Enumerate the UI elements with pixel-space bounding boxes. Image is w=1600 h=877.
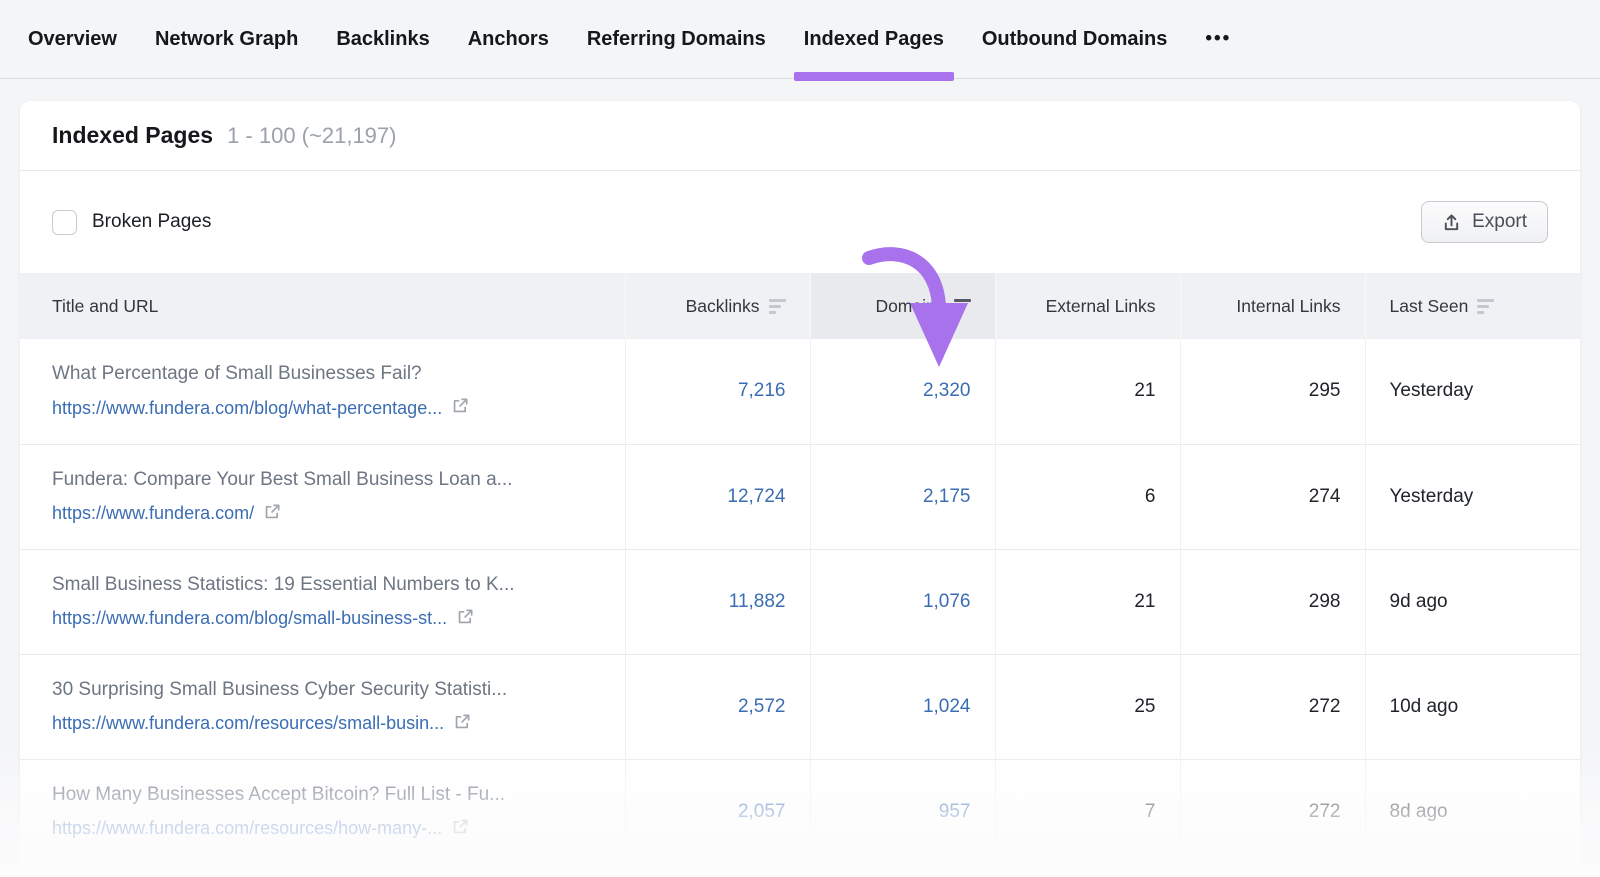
sort-icon[interactable] <box>768 298 786 314</box>
page-title: 30 Surprising Small Business Cyber Secur… <box>52 678 508 700</box>
export-label: Export <box>1472 211 1527 232</box>
external-links-value: 21 <box>994 548 1180 654</box>
tab-overview[interactable]: Overview <box>28 27 117 50</box>
page-url-link[interactable]: https://www.fundera.com/resources/how-ma… <box>52 818 443 839</box>
external-link-icon[interactable] <box>264 503 281 525</box>
table-controls: Broken Pages Export <box>20 171 1580 367</box>
result-range: 1 - 100 (~21,197) <box>227 122 397 148</box>
external-links-value: 6 <box>994 443 1180 549</box>
last-seen-value: Yesterday <box>1364 339 1580 444</box>
col-label: Title and URL <box>52 295 159 316</box>
domains-value[interactable]: 957 <box>809 758 995 864</box>
col-header-domains[interactable]: Domains <box>809 273 995 339</box>
col-header-last-seen[interactable]: Last Seen <box>1364 273 1580 339</box>
more-tabs-icon[interactable]: ••• <box>1205 28 1232 49</box>
tab-backlinks[interactable]: Backlinks <box>336 27 430 50</box>
domains-value[interactable]: 1,076 <box>809 548 995 654</box>
internal-links-value: 272 <box>1179 758 1365 864</box>
table-row: Small Business Statistics: 19 Essential … <box>20 548 1580 654</box>
last-seen-value: 8d ago <box>1364 758 1580 864</box>
page-url-link[interactable]: https://www.fundera.com/blog/small-busin… <box>52 608 448 628</box>
domains-value[interactable]: 2,320 <box>809 339 995 444</box>
internal-links-value: 272 <box>1179 653 1365 759</box>
title-url-cell: 30 Surprising Small Business Cyber Secur… <box>20 653 625 759</box>
tab-outbound-domains[interactable]: Outbound Domains <box>981 27 1168 50</box>
tab-indexed-pages[interactable]: Indexed Pages <box>793 0 954 81</box>
title-url-cell: Small Business Statistics: 19 Essential … <box>20 548 625 654</box>
backlinks-value[interactable]: 12,724 <box>624 443 810 549</box>
col-header-title-url[interactable]: Title and URL <box>20 273 625 339</box>
col-label: External Links <box>1045 295 1156 316</box>
page-title: What Percentage of Small Businesses Fail… <box>52 363 422 385</box>
table-header-row: Title and URL Backlinks Domains External… <box>20 273 1580 339</box>
sort-desc-icon[interactable] <box>953 298 971 314</box>
external-links-value: 21 <box>994 339 1180 444</box>
last-seen-value: Yesterday <box>1364 443 1580 549</box>
table-row: 30 Surprising Small Business Cyber Secur… <box>20 653 1580 759</box>
title-url-cell: Fundera: Compare Your Best Small Busines… <box>20 443 625 549</box>
tab-referring-domains[interactable]: Referring Domains <box>586 27 766 50</box>
col-header-backlinks[interactable]: Backlinks <box>624 273 810 339</box>
internal-links-value: 298 <box>1179 548 1365 654</box>
external-link-icon[interactable] <box>454 713 471 735</box>
col-label: Domains <box>875 295 945 316</box>
table-row: How Many Businesses Accept Bitcoin? Full… <box>20 758 1580 864</box>
panel-title: Indexed Pages <box>52 122 214 148</box>
col-label: Last Seen <box>1389 295 1469 316</box>
report-tabs-bar: Overview Network Graph Backlinks Anchors… <box>0 0 1600 81</box>
title-url-cell: What Percentage of Small Businesses Fail… <box>20 339 625 444</box>
page-title: Fundera: Compare Your Best Small Busines… <box>52 468 513 490</box>
page-title: How Many Businesses Accept Bitcoin? Full… <box>52 783 506 805</box>
col-label: Internal Links <box>1236 295 1341 316</box>
broken-pages-filter[interactable]: Broken Pages <box>52 209 212 235</box>
external-link-icon[interactable] <box>457 608 474 630</box>
col-label: Backlinks <box>685 295 760 316</box>
tab-network-graph[interactable]: Network Graph <box>154 27 299 50</box>
external-links-value: 7 <box>994 758 1180 864</box>
external-link-icon[interactable] <box>452 818 469 840</box>
domains-value[interactable]: 2,175 <box>809 443 995 549</box>
col-header-internal-links[interactable]: Internal Links <box>1179 273 1365 339</box>
internal-links-value: 274 <box>1179 443 1365 549</box>
external-link-icon[interactable] <box>452 397 469 419</box>
page-url-link[interactable]: https://www.fundera.com/blog/what-percen… <box>52 397 443 418</box>
export-icon <box>1442 213 1461 232</box>
backlinks-value[interactable]: 11,882 <box>624 548 810 654</box>
col-header-external-links[interactable]: External Links <box>994 273 1180 339</box>
domains-value[interactable]: 1,024 <box>809 653 995 759</box>
table-row: What Percentage of Small Businesses Fail… <box>20 339 1580 444</box>
panel-header: Indexed Pages 1 - 100 (~21,197) <box>20 101 1580 171</box>
page-url-link[interactable]: https://www.fundera.com/resources/small-… <box>52 713 445 733</box>
title-url-cell: How Many Businesses Accept Bitcoin? Full… <box>20 758 625 864</box>
broken-pages-label: Broken Pages <box>92 211 212 232</box>
export-button[interactable]: Export <box>1421 201 1548 243</box>
indexed-pages-panel: Indexed Pages 1 - 100 (~21,197) Broken P… <box>20 101 1580 877</box>
broken-pages-checkbox[interactable] <box>52 209 77 235</box>
table-row: Fundera: Compare Your Best Small Busines… <box>20 443 1580 549</box>
page-title: Small Business Statistics: 19 Essential … <box>52 573 515 595</box>
tab-anchors[interactable]: Anchors <box>467 27 549 50</box>
backlinks-value[interactable]: 7,216 <box>624 339 810 444</box>
internal-links-value: 295 <box>1179 339 1365 444</box>
external-links-value: 25 <box>994 653 1180 759</box>
backlinks-value[interactable]: 2,572 <box>624 653 810 759</box>
last-seen-value: 10d ago <box>1364 653 1580 759</box>
last-seen-value: 9d ago <box>1364 548 1580 654</box>
page-url-link[interactable]: https://www.fundera.com/ <box>52 503 255 523</box>
backlinks-value[interactable]: 2,057 <box>624 758 810 864</box>
sort-icon[interactable] <box>1477 298 1495 314</box>
indexed-pages-table: Title and URL Backlinks Domains External… <box>20 273 1580 864</box>
